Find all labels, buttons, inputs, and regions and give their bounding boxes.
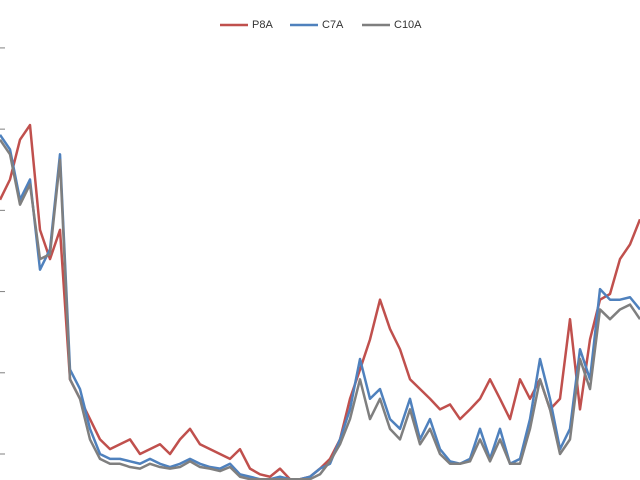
- legend-label: C7A: [322, 19, 344, 31]
- series-line: [0, 138, 640, 480]
- series-line: [0, 123, 640, 480]
- legend-label: P8A: [252, 19, 273, 31]
- series-line: [0, 134, 640, 480]
- legend-label: C10A: [394, 19, 422, 31]
